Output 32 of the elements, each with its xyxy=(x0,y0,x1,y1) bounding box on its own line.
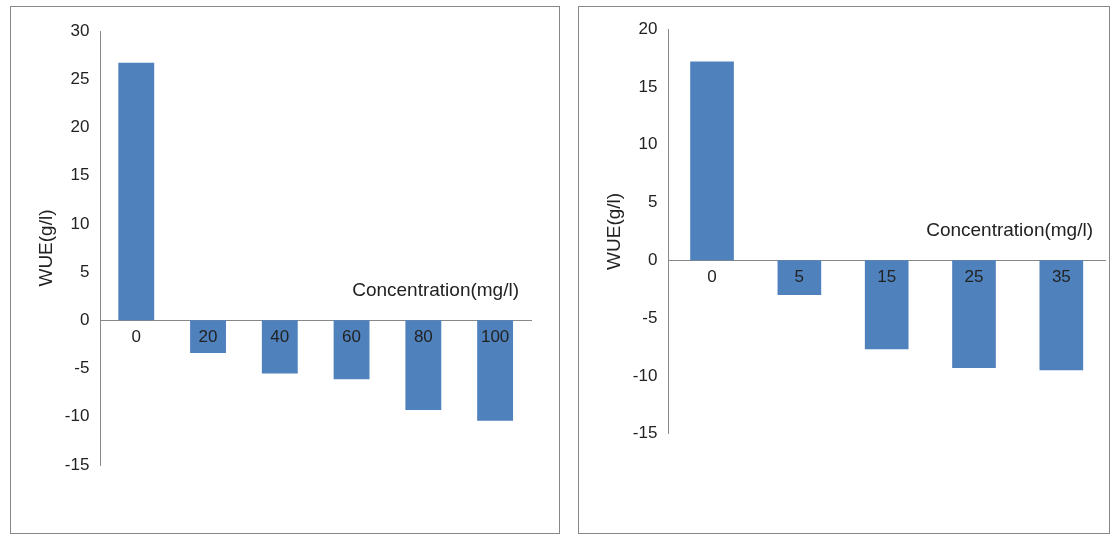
x-tick-label: 20 xyxy=(198,326,218,346)
y-tick-label: -10 xyxy=(632,365,658,385)
y-tick-label: -15 xyxy=(632,423,658,443)
y-tick-label: -5 xyxy=(642,307,658,327)
y-tick-label: -10 xyxy=(64,406,90,426)
x-tick-label: 0 xyxy=(131,326,141,346)
x-axis-title: Concentration(mg/l) xyxy=(352,279,519,301)
x-tick-label: 5 xyxy=(794,266,805,286)
y-tick-label: -5 xyxy=(74,358,90,378)
y-tick-label: 20 xyxy=(70,117,90,137)
y-tick-label: 10 xyxy=(638,134,658,154)
x-tick-label: 15 xyxy=(877,266,897,286)
y-tick-label: 25 xyxy=(70,68,90,88)
y-axis-title: WUE(g/l) xyxy=(602,192,624,270)
x-tick-label: 25 xyxy=(964,266,984,286)
y-tick-label: 0 xyxy=(647,250,658,269)
y-tick-label: 10 xyxy=(70,213,90,233)
x-tick-label: 100 xyxy=(480,326,510,346)
x-axis-title: Concentration(mg/l) xyxy=(926,219,1093,241)
x-tick-label: 40 xyxy=(270,326,290,346)
x-tick-label: 0 xyxy=(707,266,717,286)
y-tick-label: 20 xyxy=(638,18,658,38)
y-tick-label: 15 xyxy=(70,165,90,185)
y-tick-label: 5 xyxy=(647,192,658,212)
x-tick-label: 80 xyxy=(413,326,433,346)
y-axis-title: WUE(g/l) xyxy=(34,209,56,287)
y-tick-label: 0 xyxy=(79,310,90,330)
y-tick-label: 15 xyxy=(638,76,658,96)
x-tick-label: 35 xyxy=(1051,266,1071,286)
y-tick-label: 30 xyxy=(70,20,90,40)
x-tick-label: 60 xyxy=(342,326,362,346)
y-tick-label: -15 xyxy=(64,454,90,474)
